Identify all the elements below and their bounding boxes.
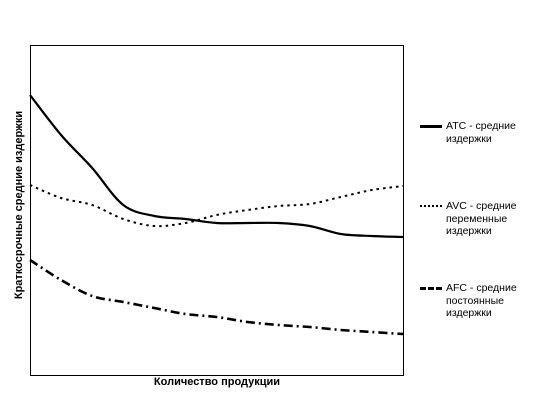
plot-frame <box>30 45 404 376</box>
legend-label-afc: AFC - средние постоянные издержки <box>446 282 517 319</box>
series-avc-line <box>29 184 404 228</box>
y-axis-label: Краткосрочные средние издержки <box>13 110 25 300</box>
series-atc-line <box>29 94 404 239</box>
legend-label-avc: AVC - средние переменные издержки <box>446 200 517 237</box>
legend-line-atc <box>420 125 442 128</box>
x-axis-label: Количество продукции <box>153 376 281 388</box>
series-afc-line <box>29 258 404 336</box>
legend-line-afc <box>420 287 442 290</box>
legend-label-atc: ATC - средние издержки <box>446 120 516 145</box>
series-layer <box>29 94 404 336</box>
legend-line-avc <box>420 205 442 207</box>
